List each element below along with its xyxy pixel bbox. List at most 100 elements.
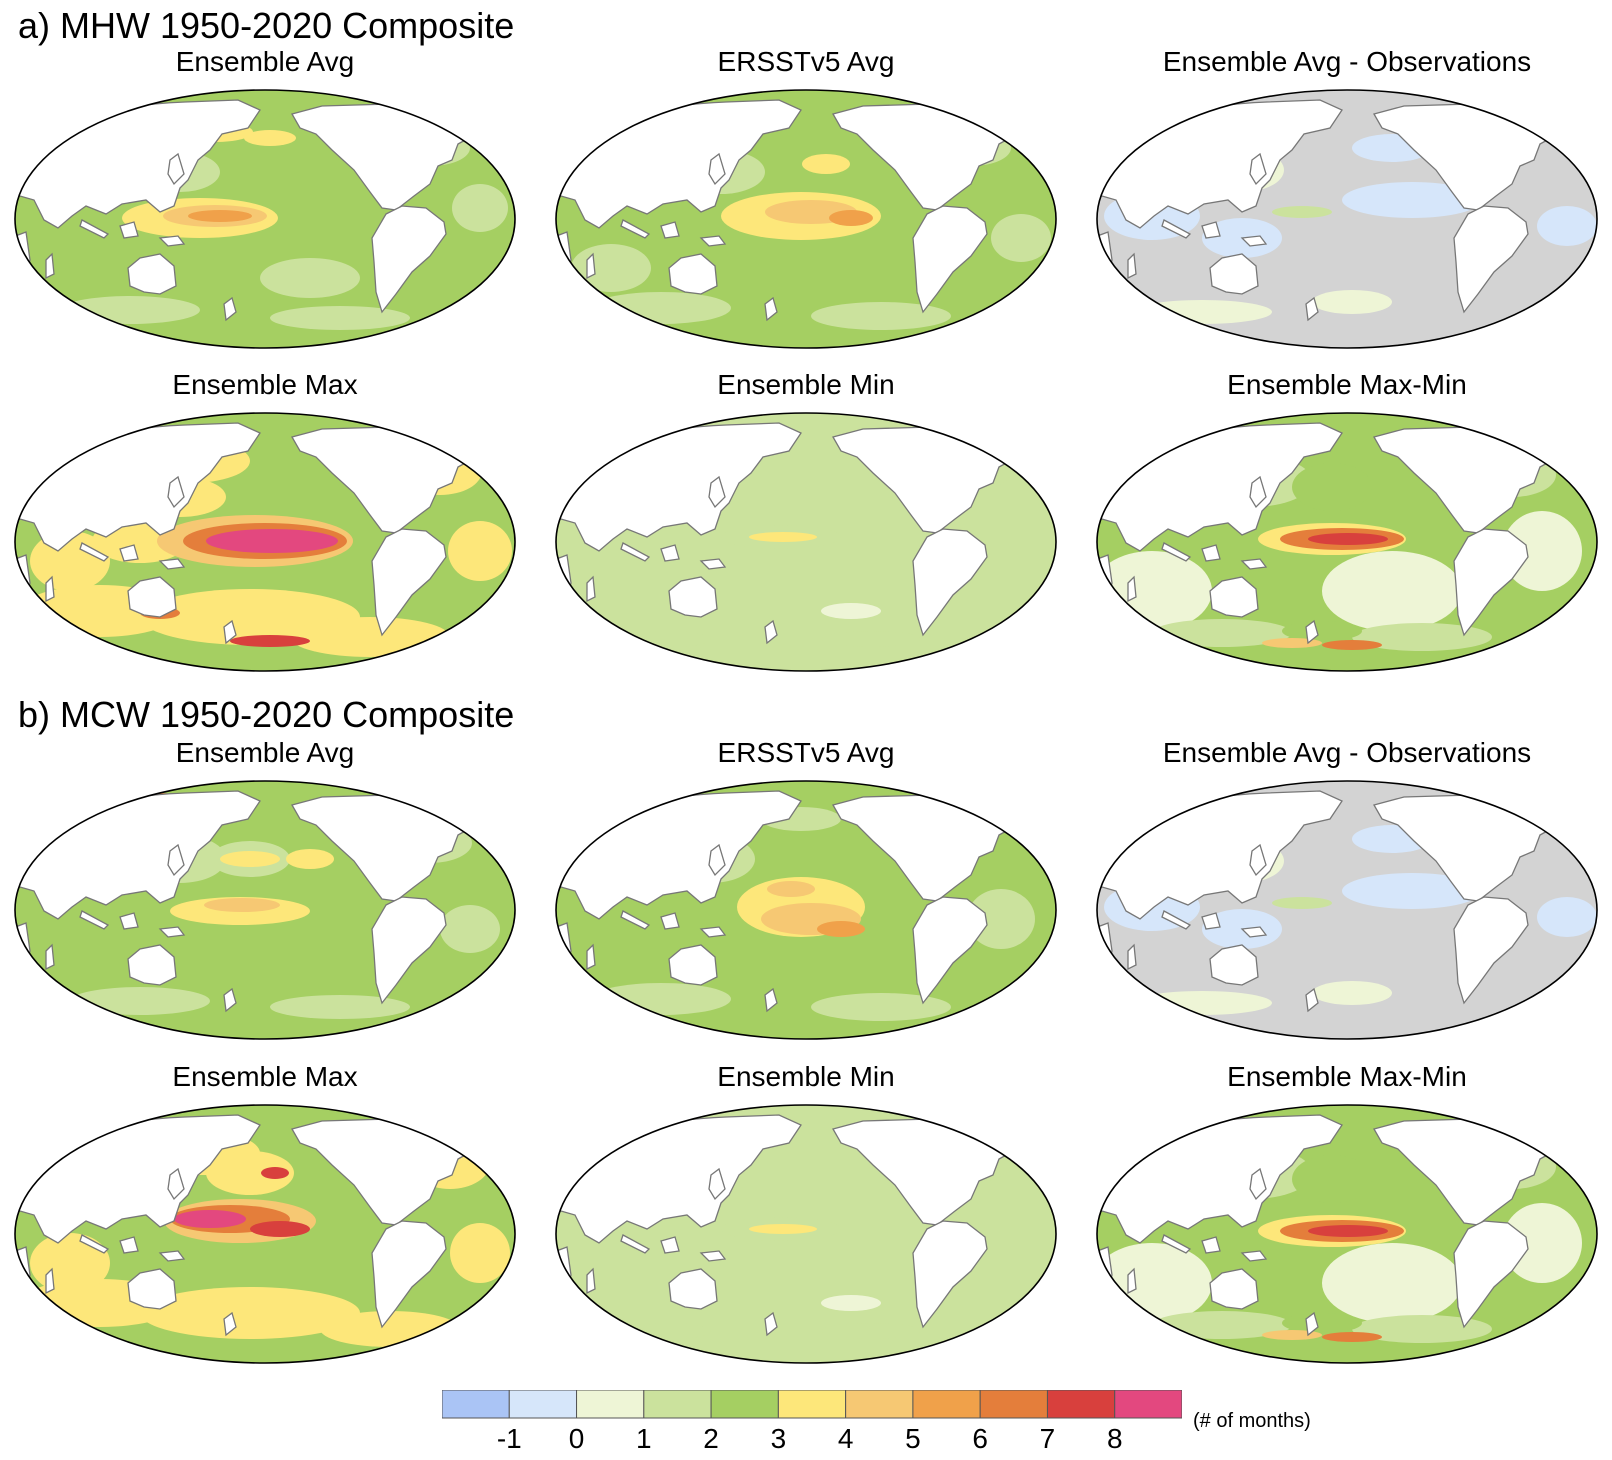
continent bbox=[45, 1267, 55, 1295]
continent bbox=[620, 542, 651, 562]
colorbar-swatch bbox=[576, 1390, 645, 1419]
continent bbox=[1240, 235, 1268, 247]
value-patch bbox=[452, 184, 508, 232]
continent bbox=[1249, 152, 1267, 186]
continent bbox=[1240, 926, 1268, 938]
panel-mcw-ersstv5-avg: ERSSTv5 Avg bbox=[551, 737, 1061, 1040]
panel-title: Ensemble Max bbox=[172, 1061, 358, 1092]
panel-title: Ensemble Min bbox=[717, 1061, 895, 1092]
continent bbox=[1209, 576, 1259, 618]
colorbar-tick-label: 6 bbox=[972, 1423, 988, 1454]
continent bbox=[15, 231, 31, 294]
panel-mcw-ensemble-avg: Ensemble Avg bbox=[10, 737, 520, 1040]
value-patch bbox=[1262, 1330, 1322, 1340]
colorbar-swatch bbox=[508, 1390, 578, 1419]
value-patch bbox=[749, 532, 817, 542]
continent bbox=[586, 252, 596, 280]
continent bbox=[15, 1246, 31, 1309]
colorbar-tick-label: 5 bbox=[905, 1423, 921, 1454]
colorbar-tick-label: 4 bbox=[838, 1423, 854, 1454]
continent bbox=[699, 235, 727, 247]
continent bbox=[15, 554, 31, 617]
continent bbox=[1097, 922, 1113, 985]
continent bbox=[127, 1268, 177, 1310]
value-patch bbox=[174, 1210, 246, 1228]
continent bbox=[660, 912, 680, 930]
panel-title: Ensemble Avg bbox=[175, 737, 355, 768]
continent bbox=[660, 544, 680, 562]
continent bbox=[223, 619, 237, 645]
colorbar-swatch bbox=[442, 1390, 510, 1419]
continent bbox=[586, 1267, 596, 1295]
continent bbox=[1161, 910, 1192, 930]
world-map bbox=[1096, 412, 1598, 672]
value-patch bbox=[1262, 638, 1322, 648]
continent bbox=[1127, 943, 1137, 971]
continent bbox=[119, 912, 139, 930]
continent bbox=[764, 1311, 778, 1337]
continent bbox=[1201, 221, 1221, 239]
continent bbox=[167, 475, 185, 509]
continent bbox=[660, 221, 680, 239]
continent bbox=[45, 943, 55, 971]
map-border bbox=[14, 780, 516, 1040]
continent bbox=[1127, 575, 1137, 603]
value-patch bbox=[1272, 206, 1332, 218]
value-patch bbox=[448, 521, 512, 581]
colorbar-units-label: (# of months) bbox=[1193, 1410, 1311, 1432]
continent bbox=[1305, 1311, 1319, 1337]
value-patch bbox=[591, 983, 731, 1015]
continent bbox=[1097, 554, 1113, 617]
map-border bbox=[14, 412, 516, 672]
colorbar-tick-label: 1 bbox=[636, 1423, 652, 1454]
value-patch bbox=[767, 881, 815, 897]
continent bbox=[1453, 205, 1529, 314]
value-patch bbox=[1097, 551, 1212, 631]
value-patch bbox=[591, 292, 731, 324]
world-map bbox=[1096, 780, 1598, 1040]
continent bbox=[912, 896, 988, 1005]
value-patch bbox=[1352, 1315, 1492, 1343]
value-patch bbox=[821, 1295, 881, 1311]
map-border bbox=[555, 780, 1057, 1040]
value-patch bbox=[1152, 1311, 1292, 1339]
value-patch bbox=[1502, 1203, 1582, 1283]
continent bbox=[708, 475, 726, 509]
map-border bbox=[555, 412, 1057, 672]
continent bbox=[158, 558, 186, 570]
value-patch bbox=[1312, 290, 1392, 314]
value-patch bbox=[1132, 991, 1272, 1015]
map-border bbox=[1096, 412, 1598, 672]
colorbar-tick-label: 8 bbox=[1107, 1423, 1123, 1454]
colorbar-tick-label: 7 bbox=[1040, 1423, 1056, 1454]
continent bbox=[1305, 619, 1319, 645]
colorbar-tick-label: 0 bbox=[569, 1423, 585, 1454]
value-patch bbox=[260, 258, 360, 298]
panel-title: ERSSTv5 Avg bbox=[717, 46, 895, 77]
map-border bbox=[1096, 780, 1598, 1040]
continent bbox=[119, 1236, 139, 1254]
panel-title: ERSSTv5 Avg bbox=[717, 737, 895, 768]
continent bbox=[1161, 1234, 1192, 1254]
continent bbox=[15, 922, 31, 985]
value-patch bbox=[261, 1167, 289, 1179]
continent bbox=[119, 544, 139, 562]
continent bbox=[620, 219, 651, 239]
value-patch bbox=[204, 898, 280, 912]
continent bbox=[1161, 542, 1192, 562]
continent bbox=[127, 944, 177, 986]
value-patch bbox=[230, 635, 310, 647]
value-patch bbox=[1537, 897, 1597, 937]
panel-mcw-ensemble-max-min: Ensemble Max-Min bbox=[1092, 1061, 1602, 1364]
value-patch bbox=[1272, 897, 1332, 909]
value-patch bbox=[1282, 621, 1362, 641]
world-map bbox=[14, 89, 516, 349]
world-map bbox=[14, 412, 516, 672]
continent bbox=[699, 558, 727, 570]
colorbar-swatch bbox=[777, 1390, 847, 1419]
continent bbox=[1209, 1268, 1259, 1310]
continent bbox=[223, 987, 237, 1013]
panel-mcw-ensemble-max: Ensemble Max bbox=[10, 1061, 520, 1364]
continent bbox=[586, 575, 596, 603]
value-patch bbox=[802, 154, 850, 174]
